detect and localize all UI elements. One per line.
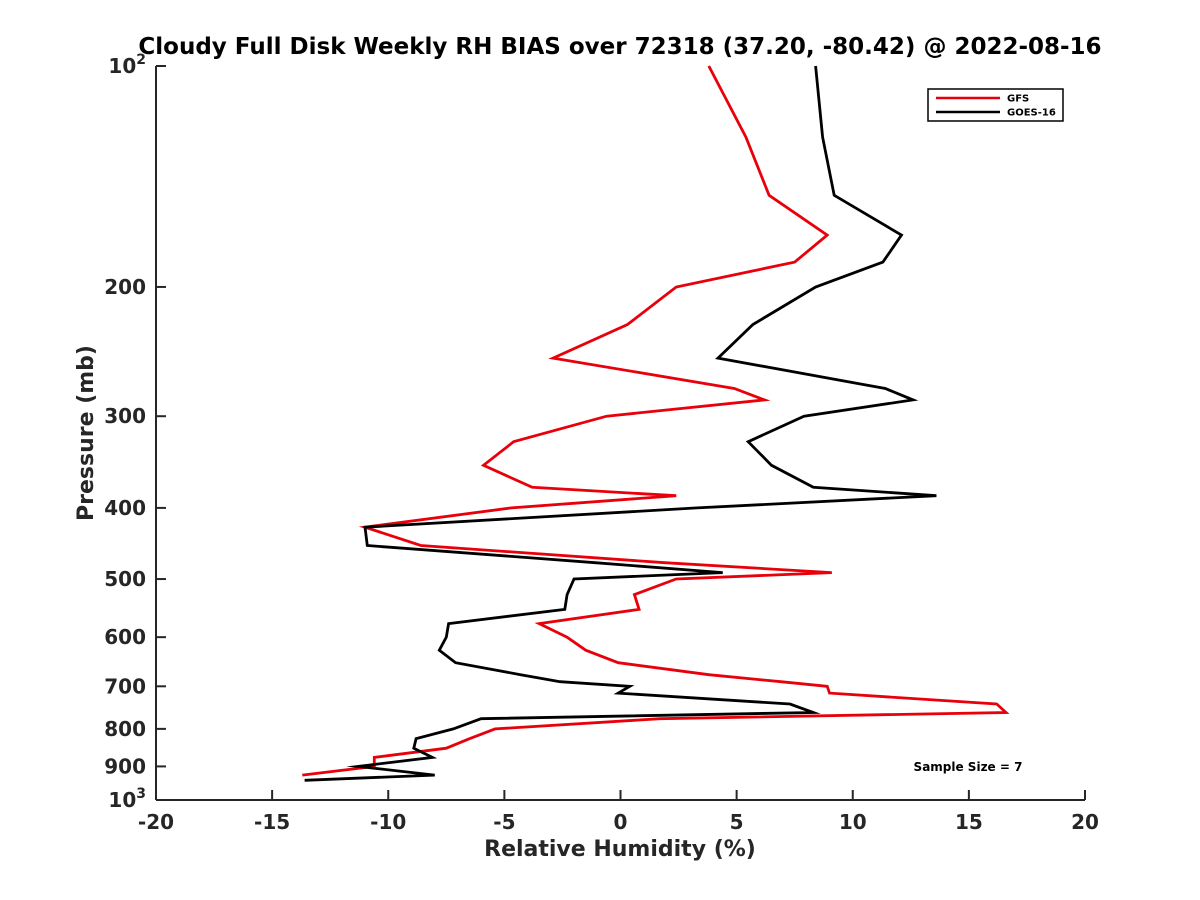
legend-label: GFS: [1007, 94, 1029, 105]
series-line-goes-16: [304, 65, 937, 782]
y-tick-label: 102: [108, 52, 146, 78]
series-line-gfs: [302, 65, 1010, 777]
y-tick-label: 600: [104, 625, 146, 649]
x-tick-label: -10: [370, 810, 406, 834]
sample-size-annotation: Sample Size = 7: [914, 760, 1023, 774]
x-tick-label: 20: [1071, 810, 1099, 834]
legend-label: GOES-16: [1007, 108, 1056, 119]
y-tick-label: 800: [104, 717, 146, 741]
x-tick-label: 5: [730, 810, 744, 834]
y-tick-label: 200: [104, 275, 146, 299]
y-axis-label: Pressure (mb): [74, 345, 99, 521]
x-axis-label: Relative Humidity (%): [484, 837, 756, 862]
y-ticks: 102 200 300 400 500 600 700 800 900 103: [104, 52, 166, 812]
x-tick-label: 10: [839, 810, 867, 834]
x-tick-label: 0: [614, 810, 628, 834]
y-tick-label: 900: [104, 754, 146, 778]
chart-title: Cloudy Full Disk Weekly RH BIAS over 723…: [138, 34, 1101, 60]
legend: GFS GOES-16: [927, 88, 1064, 122]
y-tick-label: 400: [104, 496, 146, 520]
x-ticks: -20 -15 -10 -5 0 5 10 15 20: [138, 790, 1099, 834]
series-layer: [302, 65, 1010, 782]
x-tick-label: -5: [493, 810, 515, 834]
plot-area: [156, 66, 1085, 800]
x-tick-label: 15: [955, 810, 983, 834]
y-tick-label: 700: [104, 674, 146, 698]
x-tick-label: -15: [254, 810, 290, 834]
y-tick-label: 103: [108, 786, 146, 812]
y-tick-label: 500: [104, 567, 146, 591]
x-tick-label: -20: [138, 810, 174, 834]
legend-box: [927, 88, 1064, 122]
y-tick-label: 300: [104, 404, 146, 428]
